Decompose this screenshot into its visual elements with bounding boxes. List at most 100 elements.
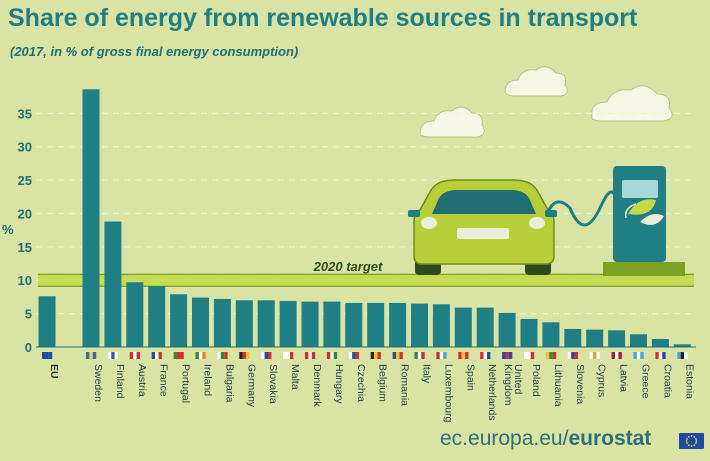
- x-tick-label: Romania: [399, 364, 411, 406]
- country-flag-icon: [305, 352, 316, 359]
- x-tick-label: Malta: [289, 364, 301, 390]
- country-flag-icon: [239, 352, 250, 359]
- charging-station-icon: [603, 166, 685, 276]
- x-tick-label: Greece: [640, 364, 652, 399]
- country-flags: [42, 352, 688, 359]
- country-flag-icon: [42, 352, 53, 359]
- bar: [192, 297, 209, 347]
- footer-brand[interactable]: eurostat: [568, 427, 652, 450]
- x-tick-label: Hungary: [333, 364, 345, 404]
- bar: [38, 296, 56, 347]
- x-tick-label: Bulgaria: [223, 364, 235, 403]
- cloud-icon: [591, 85, 673, 122]
- x-axis-labels: EU Sweden Finland Austria France Portugal Irel…: [48, 364, 695, 423]
- bar: [148, 286, 166, 347]
- cloud-icon: [504, 66, 568, 97]
- bar: [520, 318, 538, 347]
- y-tick-label: 30: [18, 140, 32, 155]
- x-tick-label: EU: [48, 364, 60, 379]
- country-flag-icon: [129, 352, 140, 359]
- country-flag-icon: [392, 352, 403, 359]
- bar: [542, 322, 560, 347]
- bar: [432, 304, 450, 347]
- country-flag-icon: [458, 352, 469, 359]
- leaf-icon: [624, 199, 664, 225]
- bar: [476, 307, 494, 347]
- x-tick-label: Sweden: [92, 364, 104, 402]
- footer: ec.europa.eu/eurostat: [440, 427, 651, 451]
- country-flag-icon: [414, 352, 425, 359]
- chart-subtitle: (2017, in % of gross final energy consum…: [10, 44, 299, 59]
- bar: [586, 329, 604, 347]
- cloud-icon: [419, 106, 485, 138]
- country-flag-icon: [151, 352, 162, 359]
- target-band: [38, 274, 694, 287]
- x-tick-label: Latvia: [618, 364, 630, 392]
- eu-flag-icon: [679, 433, 704, 449]
- bar: [170, 294, 188, 347]
- bar: [564, 328, 582, 347]
- country-flag-icon: [261, 352, 272, 359]
- x-tick-label: Ireland: [202, 364, 214, 396]
- x-tick-label: Lithuania: [552, 364, 564, 407]
- x-tick-label: Netherlands: [486, 364, 498, 421]
- x-tick-label: Estonia: [683, 364, 695, 399]
- x-tick-label: Belgium: [377, 364, 389, 402]
- bar: [608, 330, 626, 347]
- bar: [301, 301, 319, 347]
- country-flag-icon: [545, 352, 557, 359]
- bar: [257, 300, 275, 347]
- bar: [673, 344, 691, 347]
- country-flag-icon: [283, 352, 294, 359]
- country-flag-icon: [195, 352, 206, 359]
- x-tick-label: Germany: [245, 364, 257, 408]
- target-label: 2020 target: [313, 259, 383, 274]
- y-axis: 0 5 10 15 20 25 30 35: [18, 106, 32, 355]
- country-flag-icon: [326, 352, 338, 359]
- x-tick-label: Cyprus: [596, 364, 608, 397]
- country-flag-icon: [436, 352, 447, 359]
- bar: [126, 282, 144, 347]
- x-tick-label: Austria: [136, 364, 148, 397]
- x-tick-label: Denmark: [311, 364, 323, 407]
- bar: [411, 303, 428, 347]
- y-tick-label: 15: [18, 240, 32, 255]
- country-flag-icon: [633, 352, 644, 359]
- y-tick-label: 20: [18, 206, 32, 221]
- country-flag-icon: [502, 352, 513, 359]
- x-tick-label: Luxembourg: [442, 364, 454, 423]
- x-tick-label: Slovenia: [574, 364, 586, 404]
- country-flag-icon: [677, 352, 688, 359]
- bar: [235, 300, 253, 347]
- x-tick-label: UnitedKingdom: [502, 364, 524, 406]
- country-flag-icon: [480, 352, 491, 359]
- bar: [651, 338, 669, 347]
- footer-domain: ec.europa.eu/: [440, 427, 569, 450]
- country-flag-icon: [86, 352, 97, 359]
- country-flag-icon: [348, 352, 359, 359]
- x-tick-label: Poland: [530, 364, 542, 397]
- x-tick-label: Czechia: [355, 364, 367, 402]
- bar: [389, 302, 407, 347]
- y-tick-label: 35: [18, 106, 32, 121]
- bar: [213, 298, 231, 347]
- bar: [104, 221, 122, 347]
- country-flag-icon: [173, 352, 184, 359]
- chart-title: Share of energy from renewable sources i…: [8, 4, 638, 32]
- x-tick-label: Italy: [421, 364, 433, 384]
- y-tick-label: 0: [25, 340, 32, 355]
- country-flag-icon: [611, 352, 622, 359]
- bar: [345, 302, 363, 347]
- country-flag-icon: [217, 352, 228, 359]
- country-flag-icon: [107, 352, 119, 359]
- x-tick-label: Finland: [114, 364, 126, 399]
- x-tick-label: France: [158, 364, 170, 397]
- x-tick-label: Portugal: [180, 364, 192, 403]
- y-axis-label: %: [2, 222, 14, 237]
- bars: [38, 89, 691, 348]
- country-flag-icon: [589, 352, 600, 359]
- x-tick-label: Spain: [464, 364, 476, 391]
- bar: [630, 334, 647, 347]
